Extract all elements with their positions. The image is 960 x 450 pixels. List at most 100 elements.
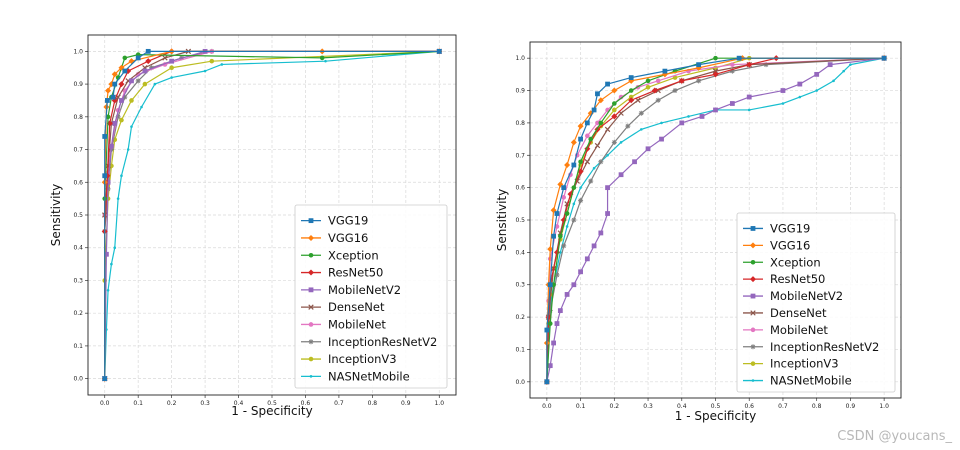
data-point (750, 293, 756, 299)
x-tick-label: 0.9 (401, 400, 411, 407)
data-point (308, 218, 314, 224)
data-point (746, 94, 752, 100)
data-point (588, 178, 594, 184)
data-point (632, 159, 637, 165)
y-tick-label: 0.2 (515, 314, 525, 321)
legend-label: InceptionResNetV2 (770, 340, 879, 354)
series-line (104, 50, 440, 379)
data-point (547, 282, 553, 288)
data-point (308, 287, 314, 293)
data-point (605, 185, 610, 191)
x-tick-label: 0.6 (301, 400, 311, 407)
data-point (595, 120, 600, 126)
data-point (712, 71, 719, 78)
data-point (751, 379, 755, 382)
data-point (584, 256, 590, 262)
legend-label: DenseNet (770, 306, 827, 320)
data-point (111, 71, 118, 78)
x-tick-label: 0.2 (167, 400, 177, 407)
data-point (672, 75, 678, 80)
data-point (561, 243, 567, 249)
x-tick-label: 0.2 (610, 403, 620, 410)
data-point (547, 308, 553, 314)
data-point (220, 63, 224, 66)
x-tick-label: 0.5 (711, 403, 721, 410)
legend-label: Xception (328, 248, 379, 262)
data-point (309, 375, 313, 378)
legend-label: DenseNet (328, 300, 385, 314)
y-tick-label: 0.0 (73, 376, 83, 383)
y-axis-label: Sensitivity (495, 189, 509, 251)
x-tick-label: 0.5 (267, 400, 277, 407)
data-point (308, 234, 314, 241)
data-point (571, 162, 577, 168)
data-point (595, 91, 600, 97)
legend-label: ResNet50 (328, 266, 383, 280)
data-point (605, 81, 610, 87)
data-point (436, 48, 442, 54)
x-tick-label: 0.9 (846, 403, 856, 410)
data-point (551, 340, 557, 346)
data-point (640, 128, 643, 131)
data-point (625, 123, 631, 129)
data-point (814, 71, 820, 77)
data-point (612, 107, 617, 113)
data-point (577, 123, 584, 130)
data-point (678, 77, 685, 84)
data-point (551, 233, 557, 239)
data-point (110, 262, 113, 266)
data-point (115, 114, 121, 120)
data-point (153, 82, 157, 86)
data-point (750, 276, 756, 283)
data-point (102, 134, 108, 139)
data-point (112, 81, 118, 87)
data-point (605, 211, 610, 216)
x-tick-label: 1.0 (434, 400, 444, 407)
data-point (645, 146, 651, 152)
data-point (597, 97, 604, 104)
data-point (105, 87, 112, 94)
data-point (119, 117, 124, 123)
y-tick-label: 0.9 (73, 81, 83, 88)
data-point (106, 288, 110, 292)
data-point (763, 62, 769, 68)
y-tick-label: 0.4 (515, 249, 525, 256)
data-point (120, 174, 123, 178)
data-point (659, 136, 664, 142)
x-tick-label: 0.3 (200, 400, 210, 407)
legend-item: VGG16 (743, 238, 810, 252)
legend-item: InceptionV3 (743, 357, 839, 371)
data-point (209, 58, 215, 64)
y-tick-label: 0.6 (73, 179, 83, 186)
data-point (125, 68, 132, 74)
data-point (827, 62, 833, 68)
data-point (699, 114, 705, 119)
data-point (849, 63, 852, 66)
data-point (547, 246, 554, 253)
data-point (660, 121, 663, 125)
data-point (105, 179, 111, 185)
data-point (308, 252, 314, 258)
legend-item: NASNetMobile (743, 374, 852, 388)
data-point (628, 97, 635, 104)
data-point (122, 68, 128, 74)
data-point (815, 89, 818, 92)
data-point (645, 85, 651, 90)
data-point (129, 78, 134, 84)
legend-label: InceptionV3 (770, 357, 839, 371)
data-point (565, 225, 569, 228)
legend-label: VGG16 (328, 231, 368, 245)
data-point (571, 282, 577, 288)
data-point (750, 259, 756, 265)
y-axis-label: Sensitivity (49, 184, 63, 246)
y-tick-label: 0.3 (73, 277, 83, 284)
legend-label: MobileNet (328, 317, 386, 331)
data-point (570, 139, 577, 146)
data-point (559, 251, 562, 254)
legend-label: InceptionResNetV2 (328, 335, 437, 349)
data-point (687, 115, 690, 118)
data-point (145, 48, 151, 54)
data-point (651, 87, 658, 94)
series-mobilenetv2 (544, 55, 887, 385)
